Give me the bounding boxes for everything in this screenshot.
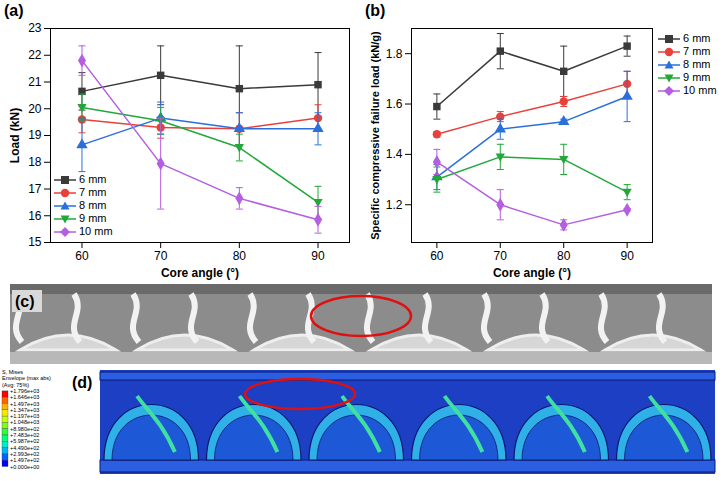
svg-text:1.2: 1.2 [386, 198, 403, 212]
html-text:9 mm: 9 mm [79, 212, 107, 224]
html-text:8 mm: 8 mm [79, 199, 107, 211]
svg-text:+1.497e+02: +1.497e+02 [10, 457, 39, 463]
svg-text:23: 23 [28, 21, 42, 35]
svg-text:70: 70 [154, 249, 168, 263]
svg-text:Core angle (°): Core angle (°) [161, 266, 239, 280]
svg-text:21: 21 [28, 75, 42, 89]
svg-text:Specific compressive failure l: Specific compressive failure load (kN/g) [369, 31, 381, 240]
svg-text:+1.796e+03: +1.796e+03 [10, 388, 39, 394]
html-text:(b): (b) [365, 2, 386, 19]
svg-text:+5.987e+02: +5.987e+02 [10, 438, 39, 444]
svg-text:90: 90 [620, 249, 634, 263]
svg-text:+8.980e+02: +8.980e+02 [10, 426, 39, 432]
svg-text:60: 60 [75, 249, 89, 263]
svg-text:+1.048e+03: +1.048e+03 [10, 419, 39, 425]
svg-text:+1.347e+03: +1.347e+03 [10, 407, 39, 413]
svg-text:+1.197e+03: +1.197e+03 [10, 413, 39, 419]
html-text:9 mm: 9 mm [683, 71, 711, 83]
svg-text:15: 15 [28, 235, 42, 249]
svg-text:16: 16 [28, 209, 42, 223]
svg-text:22: 22 [28, 48, 42, 62]
svg-text:18: 18 [28, 155, 42, 169]
html-text:8 mm: 8 mm [683, 58, 711, 70]
html-text:(a): (a) [4, 2, 24, 19]
html-text:7 mm: 7 mm [683, 45, 711, 57]
svg-text:17: 17 [28, 182, 42, 196]
svg-text:Load (kN): Load (kN) [8, 108, 22, 163]
svg-text:Envelope (max abs): Envelope (max abs) [2, 375, 51, 381]
html-text:6 mm: 6 mm [79, 173, 107, 185]
svg-text:60: 60 [430, 249, 444, 263]
svg-text:80: 80 [233, 249, 247, 263]
svg-text:+7.483e+02: +7.483e+02 [10, 432, 39, 438]
svg-text:+1.497e+03: +1.497e+03 [10, 401, 39, 407]
svg-text:80: 80 [557, 249, 571, 263]
svg-text:90: 90 [311, 249, 325, 263]
svg-text:20: 20 [28, 102, 42, 116]
svg-text:(Avg: 75%): (Avg: 75%) [2, 382, 29, 388]
svg-text:+4.490e+02: +4.490e+02 [10, 445, 39, 451]
svg-text:1.6: 1.6 [386, 97, 403, 111]
svg-text:70: 70 [494, 249, 508, 263]
html-text:10 mm: 10 mm [683, 84, 717, 96]
svg-text:Core angle (°): Core angle (°) [493, 266, 571, 280]
svg-text:+1.646e+03: +1.646e+03 [10, 394, 39, 400]
svg-text:S, Mises: S, Mises [2, 369, 23, 375]
html-text:10 mm: 10 mm [79, 225, 113, 237]
svg-text:+0.000e+00: +0.000e+00 [10, 464, 39, 470]
svg-text:+2.993e+02: +2.993e+02 [10, 451, 39, 457]
svg-text:19: 19 [28, 128, 42, 142]
svg-text:1.4: 1.4 [386, 147, 403, 161]
svg-text:(c): (c) [15, 293, 35, 310]
svg-text:1.8: 1.8 [386, 47, 403, 61]
svg-text:(d): (d) [72, 374, 92, 391]
html-text:7 mm: 7 mm [79, 186, 107, 198]
html-text:6 mm: 6 mm [683, 32, 711, 44]
